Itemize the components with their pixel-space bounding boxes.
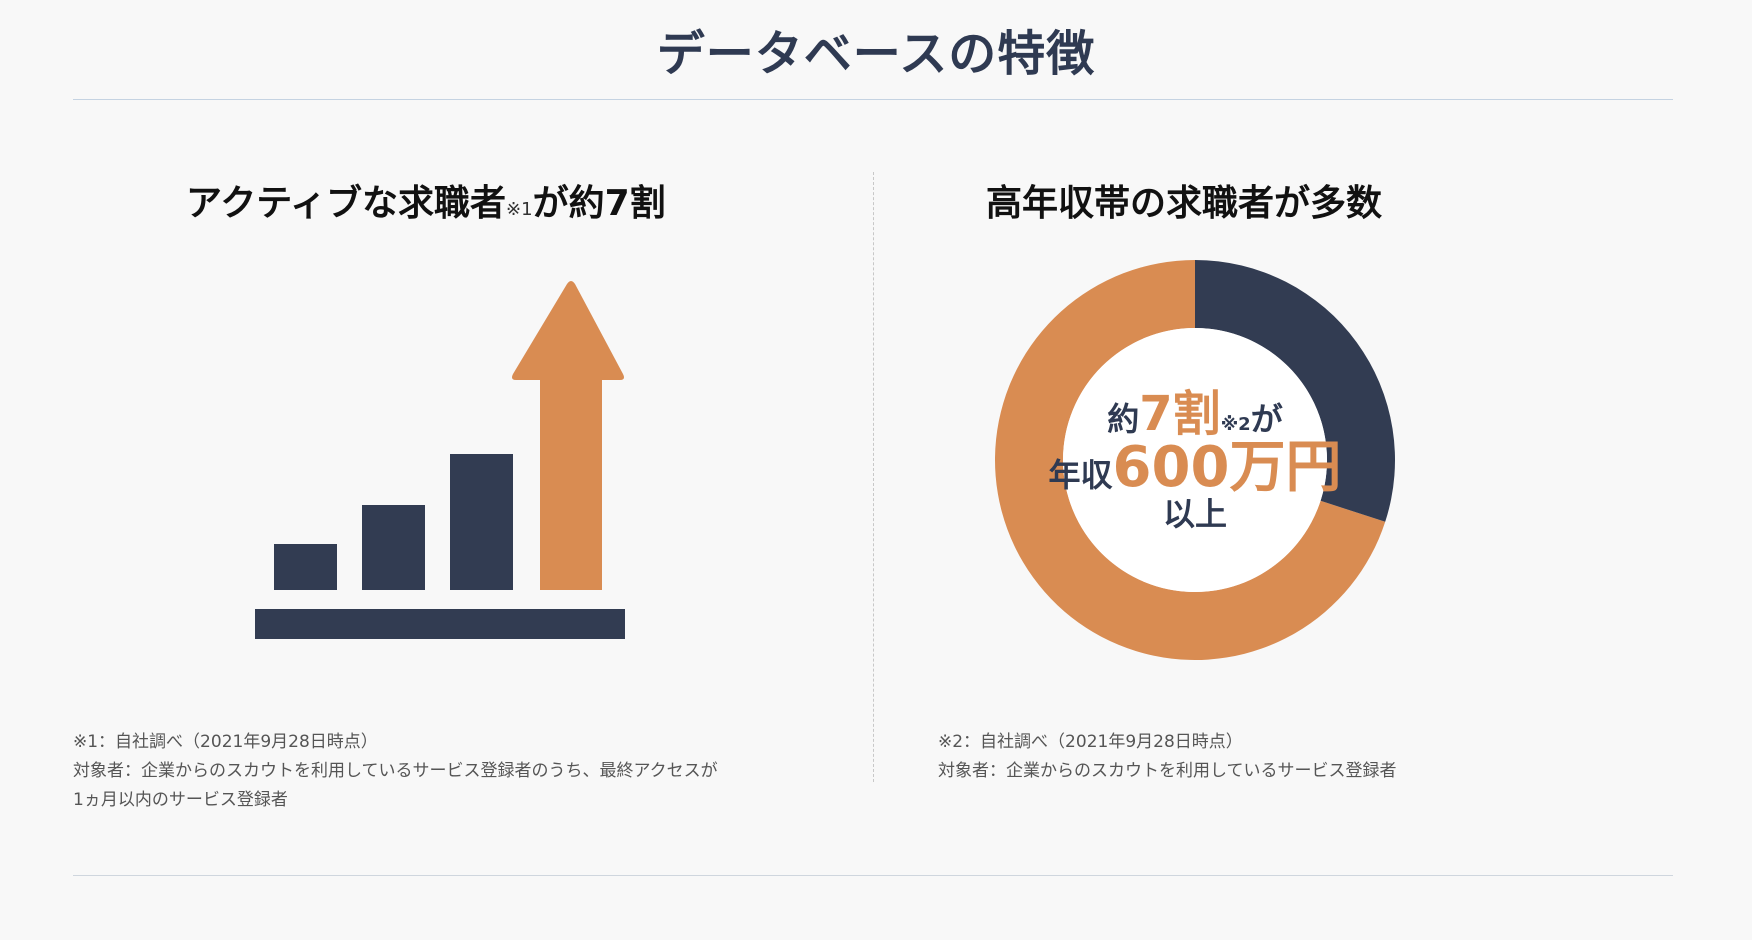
- growth-bar-1: [274, 544, 337, 590]
- donut-line-3: 以上: [1162, 494, 1227, 533]
- donut-line-1: 約7割※2が: [1107, 385, 1283, 442]
- page-title: データベースの特徴: [656, 26, 1096, 82]
- right-footnote-line: 対象者：企業からのスカウトを利用しているサービス登録者: [938, 761, 1397, 781]
- income-donut-chart: 約7割※2が 年収600万円 以上: [995, 260, 1395, 660]
- left-footnote-line: 1ヵ月以内のサービス登録者: [73, 790, 288, 810]
- donut-line1-suffix: が: [1250, 399, 1283, 438]
- growth-arrow: [512, 281, 624, 590]
- bottom-divider: [73, 875, 1673, 876]
- left-footnote-line: ※1：自社調べ（2021年9月28日時点）: [73, 732, 378, 752]
- top-divider: [73, 99, 1673, 100]
- left-footnote: ※1：自社調べ（2021年9月28日時点） 対象者：企業からのスカウトを利用して…: [73, 728, 718, 815]
- donut-slice-minority: [1195, 260, 1395, 522]
- right-panel-title: 高年収帯の求職者が多数: [986, 183, 1383, 224]
- growth-illustration: [255, 281, 625, 639]
- donut-line2-prefix: 年収: [1048, 456, 1113, 494]
- growth-bar-2: [362, 505, 425, 590]
- right-footnote-line: ※2：自社調べ（2021年9月28日時点）: [938, 732, 1243, 752]
- growth-bar-3: [450, 454, 513, 590]
- donut-line2-value: 600万円: [1112, 435, 1342, 500]
- donut-line1-value: 7割: [1139, 385, 1221, 442]
- donut-line-2: 年収600万円: [1048, 438, 1342, 498]
- right-footnote: ※2：自社調べ（2021年9月28日時点） 対象者：企業からのスカウトを利用して…: [938, 728, 1397, 786]
- donut-line1-mark: ※2: [1220, 413, 1251, 435]
- donut-center-text: 約7割※2が 年収600万円 以上: [995, 260, 1395, 660]
- left-title-note-mark: ※1: [506, 199, 533, 220]
- growth-baseline: [255, 609, 625, 639]
- left-footnote-line: 対象者：企業からのスカウトを利用しているサービス登録者のうち、最終アクセスが: [73, 761, 718, 781]
- donut-line1-prefix: 約: [1107, 399, 1140, 438]
- donut-hole: [1063, 328, 1327, 592]
- donut-svg: [995, 260, 1395, 660]
- left-title-main: アクティブな求職者: [186, 183, 507, 224]
- column-divider: [873, 172, 874, 782]
- donut-slice-majority: [995, 260, 1386, 660]
- left-panel-title: アクティブな求職者※1が約7割: [186, 174, 666, 226]
- left-title-tail: が約7割: [532, 183, 666, 224]
